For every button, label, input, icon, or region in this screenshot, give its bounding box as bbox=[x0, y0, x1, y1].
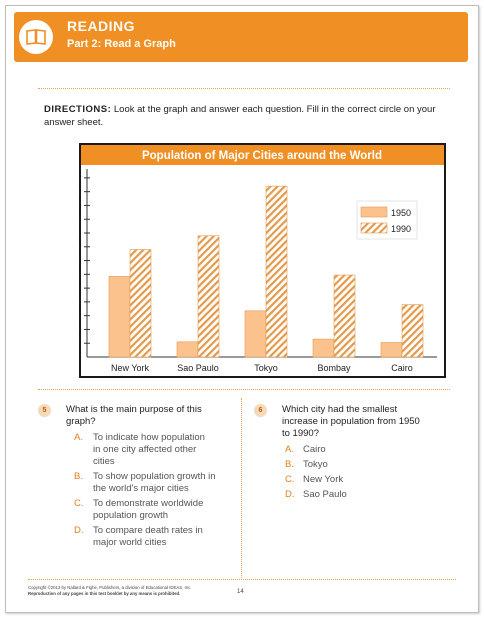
section-title: READING bbox=[67, 18, 136, 34]
bar-1950 bbox=[108, 276, 131, 358]
option-text: To indicate how population bbox=[93, 432, 205, 443]
y-tick-label: 2 bbox=[79, 338, 81, 348]
bar-1950 bbox=[312, 338, 335, 358]
y-tick-label: 20 bbox=[79, 214, 81, 224]
copyright-line: Reproduction of any pages in this test b… bbox=[28, 591, 181, 596]
option-text: Sao Paulo bbox=[303, 489, 347, 500]
book-icon bbox=[19, 20, 53, 54]
divider bbox=[28, 579, 456, 580]
question-text: graph? bbox=[66, 416, 96, 427]
chart-title: Population of Major Cities around the Wo… bbox=[142, 150, 382, 162]
option-text: major world cities bbox=[93, 537, 167, 548]
column-divider bbox=[241, 398, 242, 578]
option-text: the world's major cities bbox=[93, 483, 189, 494]
option-text: Cairo bbox=[303, 444, 326, 455]
population-bar-chart: Population of Major Cities around the Wo… bbox=[79, 143, 446, 378]
option-letter: A. bbox=[74, 432, 83, 443]
option-text: cities bbox=[93, 456, 115, 467]
page-number: 14 bbox=[237, 589, 244, 595]
bar-1950 bbox=[176, 341, 199, 358]
y-tick-label: 10 bbox=[79, 283, 81, 293]
bar-1990 bbox=[265, 185, 288, 358]
directions-label: DIRECTIONS: bbox=[44, 104, 112, 115]
x-tick-label: Tokyo bbox=[254, 363, 278, 373]
question-text: Which city had the smallest bbox=[282, 404, 398, 415]
option-text: population growth bbox=[93, 510, 168, 521]
y-tick-label: 8 bbox=[79, 297, 81, 307]
option-letter: B. bbox=[285, 459, 294, 470]
option-text: Tokyo bbox=[303, 459, 328, 470]
bar-1950 bbox=[380, 342, 403, 358]
question-text: increase in population from 1950 bbox=[282, 416, 420, 427]
directions-body: Look at the graph and answer each questi… bbox=[44, 104, 436, 128]
x-tick-label: Cairo bbox=[391, 363, 413, 373]
legend-label: 1950 bbox=[391, 208, 411, 218]
option-letter: C. bbox=[285, 474, 295, 485]
legend-swatch-1950 bbox=[360, 206, 388, 218]
question-text: What is the main purpose of this bbox=[66, 404, 202, 415]
directions-text: DIRECTIONS: Look at the graph and answer… bbox=[44, 103, 454, 129]
y-tick-label: 18 bbox=[79, 228, 81, 238]
legend-label: 1990 bbox=[391, 224, 411, 234]
option-text: To demonstrate worldwide bbox=[93, 498, 204, 509]
option-letter: B. bbox=[74, 471, 83, 482]
copyright-notice: Copyright ©2013 by Nallard & Fighe, Publ… bbox=[28, 585, 228, 597]
option-text: To compare death rates in bbox=[93, 525, 203, 536]
copyright-line: Copyright ©2013 by Nallard & Fighe, Publ… bbox=[28, 585, 192, 590]
option-letter: C. bbox=[74, 498, 84, 509]
bar-1990 bbox=[333, 274, 356, 358]
section-header: READING Part 2: Read a Graph bbox=[14, 12, 468, 62]
bar-1990 bbox=[197, 235, 220, 358]
option-letter: A. bbox=[285, 444, 294, 455]
y-tick-label: 4 bbox=[79, 324, 81, 334]
divider bbox=[38, 88, 450, 89]
question-text: to 1990? bbox=[282, 428, 319, 439]
bar-1950 bbox=[244, 310, 267, 358]
x-tick-label: New York bbox=[111, 363, 150, 373]
question-number-badge: 5 bbox=[38, 404, 51, 417]
x-tick-label: Bombay bbox=[317, 363, 351, 373]
bar-1990 bbox=[129, 249, 152, 358]
question-number-badge: 6 bbox=[254, 404, 267, 417]
option-letter: D. bbox=[285, 489, 295, 500]
y-tick-label: 12 bbox=[79, 269, 81, 279]
option-letter: D. bbox=[74, 525, 84, 536]
y-tick-label: 22 bbox=[79, 200, 81, 210]
y-tick-label: 6 bbox=[79, 311, 81, 321]
section-subtitle: Part 2: Read a Graph bbox=[67, 38, 176, 50]
chart-title-bar bbox=[81, 145, 444, 165]
divider bbox=[38, 389, 450, 390]
option-text: To show population growth in bbox=[93, 471, 216, 482]
y-tick-label: 16 bbox=[79, 242, 81, 252]
legend-swatch-1990 bbox=[360, 222, 388, 234]
y-tick-label: 14 bbox=[79, 256, 81, 266]
option-text: in one city affected other bbox=[93, 444, 197, 455]
y-tick-label: 24 bbox=[79, 187, 81, 197]
x-tick-label: Sao Paulo bbox=[177, 363, 219, 373]
y-tick-label: 26 bbox=[79, 173, 81, 183]
option-text: New York bbox=[303, 474, 344, 485]
bar-1990 bbox=[401, 304, 424, 358]
